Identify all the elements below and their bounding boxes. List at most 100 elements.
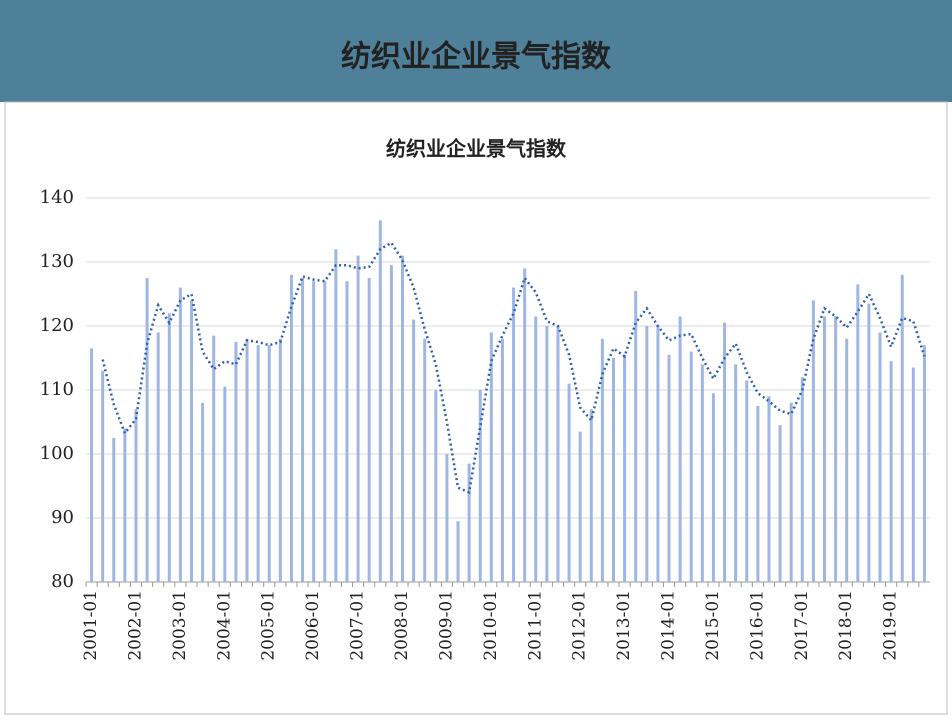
bar <box>556 326 560 582</box>
y-tick-label: 120 <box>40 315 74 336</box>
bar <box>423 338 427 582</box>
bar <box>612 358 615 582</box>
bar <box>356 255 360 582</box>
x-tick-label: 2004-01 <box>214 590 234 661</box>
x-tick-label: 2005-01 <box>259 590 279 661</box>
bar <box>734 364 738 582</box>
bar <box>745 380 749 582</box>
x-tick-label: 2011-01 <box>525 590 545 661</box>
bar <box>534 316 538 582</box>
bar <box>856 284 860 582</box>
bar <box>234 342 238 582</box>
bar <box>367 278 371 582</box>
bar <box>800 377 804 582</box>
bar <box>600 338 604 582</box>
x-tick-label: 2016-01 <box>747 590 767 661</box>
bar <box>922 345 926 582</box>
bar <box>256 345 260 582</box>
bar <box>323 281 327 582</box>
bar <box>567 383 571 582</box>
bar <box>101 370 105 582</box>
bar <box>678 316 682 582</box>
x-tick-label: 2002-01 <box>125 590 145 661</box>
bar <box>767 396 771 582</box>
bar <box>301 278 305 582</box>
bar <box>500 338 504 582</box>
x-tick-label: 2007-01 <box>348 590 368 661</box>
header-title: 纺织业企业景气指数 <box>341 40 612 75</box>
bar <box>134 409 138 582</box>
bar <box>312 281 316 582</box>
bar <box>723 322 727 582</box>
bar <box>90 348 94 582</box>
y-tick-label: 80 <box>51 571 74 592</box>
bar <box>389 265 393 582</box>
x-tick-label: 2003-01 <box>170 590 190 661</box>
bar <box>645 326 649 582</box>
bar <box>811 300 815 582</box>
bar <box>789 402 793 582</box>
bar <box>578 431 582 582</box>
bar <box>245 338 249 582</box>
bar <box>434 390 438 582</box>
bar <box>212 335 216 582</box>
bar <box>589 409 593 582</box>
bar <box>867 303 871 582</box>
bar <box>112 438 116 582</box>
bar <box>845 338 849 582</box>
x-tick-label: 2017-01 <box>792 590 812 661</box>
bar <box>878 332 882 582</box>
x-tick-label: 2008-01 <box>392 590 412 661</box>
y-tick-label: 140 <box>40 187 74 208</box>
bar <box>456 521 460 582</box>
bar <box>545 326 549 582</box>
bar <box>223 386 227 582</box>
chart-title: 纺织业企业景气指数 <box>386 137 567 161</box>
x-tick-label: 2015-01 <box>703 590 723 661</box>
y-tick-label: 110 <box>40 379 74 400</box>
bar <box>689 351 693 582</box>
bar <box>334 249 338 582</box>
bar <box>711 393 715 582</box>
header-band <box>0 0 952 102</box>
bar <box>178 287 182 582</box>
y-tick-label: 130 <box>40 251 74 272</box>
bar <box>278 338 282 582</box>
bar <box>656 326 660 582</box>
bar <box>634 290 638 582</box>
bar <box>289 274 293 582</box>
bar <box>756 406 760 582</box>
bar <box>201 402 205 582</box>
x-tick-label: 2018-01 <box>836 590 856 661</box>
bar <box>412 319 416 582</box>
x-tick-label: 2010-01 <box>481 590 501 661</box>
bar <box>190 300 193 582</box>
bar <box>823 316 826 582</box>
bar <box>378 220 382 582</box>
bar <box>889 361 893 582</box>
bar <box>512 287 516 582</box>
bar <box>267 345 271 582</box>
bar <box>778 425 782 582</box>
bar <box>900 274 904 582</box>
x-tick-label: 2006-01 <box>303 590 323 661</box>
x-tick-label: 2014-01 <box>659 590 679 661</box>
bar <box>478 390 482 582</box>
y-tick-label: 90 <box>51 507 74 528</box>
y-tick-label: 100 <box>40 443 74 464</box>
bar <box>167 313 171 582</box>
bar <box>156 332 160 582</box>
x-tick-label: 2013-01 <box>614 590 634 661</box>
bar <box>834 316 838 582</box>
x-tick-label: 2019-01 <box>881 590 901 661</box>
x-tick-label: 2012-01 <box>570 590 590 661</box>
bar <box>467 463 471 582</box>
bar <box>700 364 704 582</box>
x-tick-label: 2001-01 <box>81 590 101 661</box>
bar <box>523 268 527 582</box>
bar <box>445 454 449 582</box>
bar <box>345 281 349 582</box>
bar <box>911 367 915 582</box>
bar <box>623 354 627 582</box>
x-tick-label: 2009-01 <box>436 590 456 661</box>
